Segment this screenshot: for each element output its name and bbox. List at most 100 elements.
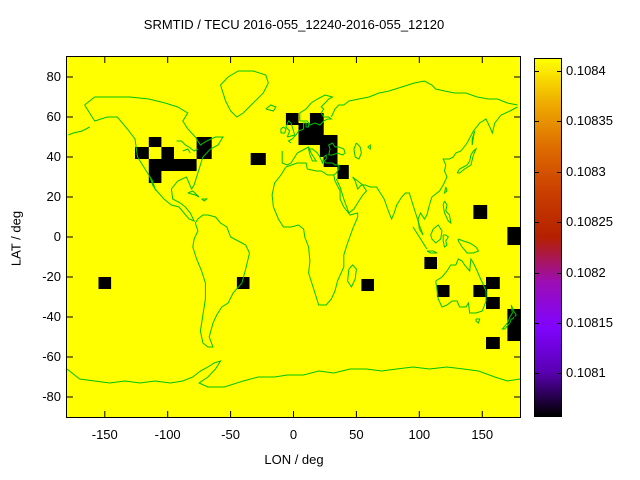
coastline [285, 120, 296, 138]
coastline [353, 142, 362, 160]
anomaly-cell [507, 309, 520, 341]
coastline [265, 104, 277, 112]
coastline [84, 96, 224, 222]
anomaly-cell [486, 297, 500, 309]
y-tick-label: -40 [42, 309, 61, 324]
anomaly-cell [473, 205, 488, 219]
anomaly-cell [473, 285, 488, 297]
colorbar-tick-label: 0.10835 [566, 113, 613, 129]
coastline [299, 94, 334, 126]
x-tick-label: -100 [154, 427, 181, 442]
coastline [192, 214, 251, 348]
coastline [271, 162, 359, 306]
coastline [67, 360, 520, 388]
coastline [367, 143, 371, 151]
coastline [417, 106, 518, 236]
coastline [176, 140, 199, 152]
x-tick-label: 50 [349, 427, 364, 442]
anomaly-cell [196, 137, 212, 159]
y-tick-label: 40 [46, 149, 61, 164]
anomaly-cell [236, 277, 250, 289]
coastline [220, 70, 269, 118]
coastline [182, 148, 191, 154]
anomaly-cell [486, 337, 500, 349]
anomaly-cell [361, 279, 374, 291]
y-tick-label: -80 [42, 389, 61, 404]
y-tick-label: 80 [46, 69, 61, 84]
coastline [426, 250, 438, 254]
coastline [149, 176, 157, 192]
anomaly-cell [98, 277, 112, 289]
coastline [471, 130, 476, 146]
coastline [330, 80, 518, 118]
colorbar-tick-label: 0.10815 [566, 315, 613, 330]
colorbar [534, 58, 562, 417]
coastline [501, 304, 517, 330]
colorbar-tick [535, 71, 539, 72]
colorbar-tick [557, 71, 561, 72]
anomaly-cell [486, 277, 500, 289]
colorbar-tick [535, 323, 539, 324]
colorbar-tick [557, 222, 561, 224]
anomaly-cell [309, 113, 324, 125]
y-tick-label: -20 [42, 269, 61, 284]
coastline [412, 226, 428, 250]
coastline [280, 126, 287, 134]
colorbar-tick [557, 373, 561, 375]
coastline [68, 126, 90, 136]
colorbar-tick-label: 0.1084 [566, 63, 606, 78]
y-tick-label: 0 [53, 229, 61, 244]
colorbar-tick [557, 272, 561, 274]
coastline [281, 146, 340, 176]
world-map [67, 70, 520, 388]
coastline [475, 318, 481, 324]
coastline [328, 142, 346, 156]
anomaly-cell [250, 153, 266, 165]
coastline [287, 122, 310, 144]
coastline [435, 257, 487, 314]
anomaly-cell [436, 285, 450, 297]
x-axis-label: LON / deg [264, 452, 324, 467]
coastline [347, 264, 357, 289]
colorbar-tick [557, 121, 561, 123]
colorbar-tick [557, 171, 561, 173]
coastline [442, 200, 452, 225]
coastline [456, 147, 478, 174]
x-tick-label: -150 [91, 427, 118, 442]
y-tick-label: 60 [46, 109, 61, 124]
colorbar-tick [535, 373, 539, 375]
coastline [335, 176, 424, 236]
colorbar-tick-label: 0.1082 [566, 264, 606, 280]
coastline [443, 186, 448, 195]
anomaly-cell [298, 123, 324, 145]
anomaly-cell [135, 147, 149, 159]
coastline [430, 224, 443, 244]
anomaly-cell [337, 165, 349, 179]
colorbar-tick [535, 272, 539, 274]
coastline [187, 190, 200, 198]
coastline [457, 238, 480, 254]
anomaly-cell [148, 159, 197, 171]
x-tick-label: 100 [408, 427, 431, 442]
colorbar-tick-label: 0.1083 [566, 163, 606, 179]
anomaly-cell [161, 147, 174, 159]
x-tick-label: -50 [221, 427, 240, 442]
colorbar-tick [535, 222, 539, 224]
anomaly-cell [148, 137, 162, 147]
anomaly-cell [424, 257, 437, 269]
colorbar-tick-label: 0.10825 [566, 214, 613, 230]
anomaly-cell [148, 171, 162, 183]
y-tick-label: 20 [46, 189, 61, 204]
x-tick-label: 150 [471, 427, 494, 442]
coastline [442, 234, 449, 248]
colorbar-tick-label: 0.1081 [566, 365, 606, 381]
map-plot-area [66, 56, 521, 418]
colorbar-tick [535, 121, 539, 123]
plot-title: SRMTID / TECU 2016-055_12240-2016-055_12… [143, 17, 445, 32]
anomaly-cell [507, 227, 520, 245]
colorbar-tick [535, 171, 539, 173]
y-tick-label: -60 [42, 349, 61, 364]
colorbar-tick [557, 323, 561, 324]
coastline [201, 198, 209, 202]
